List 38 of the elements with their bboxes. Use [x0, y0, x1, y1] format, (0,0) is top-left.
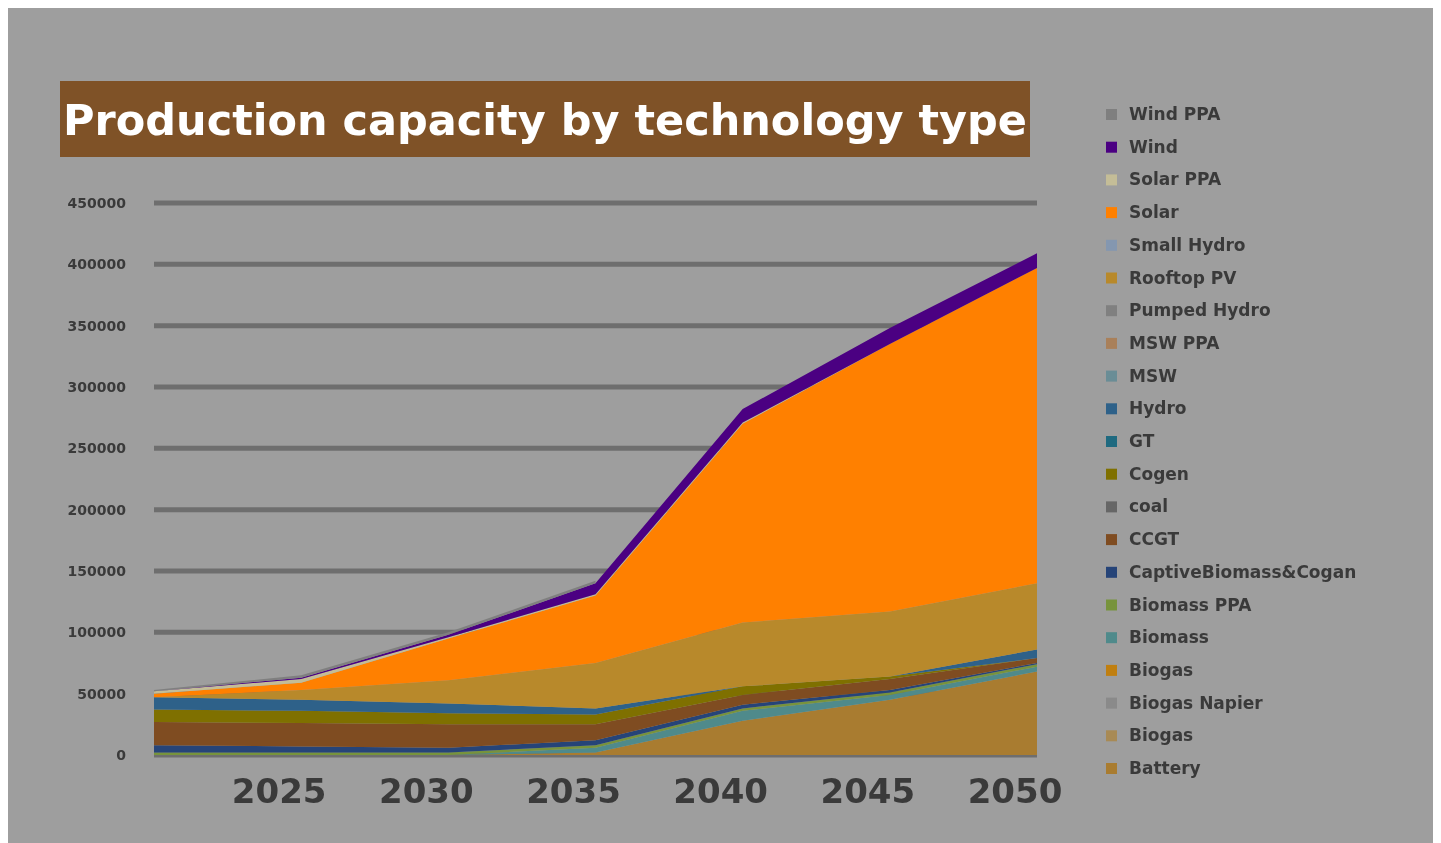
legend-label: CaptiveBiomass&Cogan	[1129, 561, 1357, 582]
x-tick-label: 2040	[673, 771, 768, 811]
chart-title: Production capacity by technology type	[63, 95, 1027, 145]
legend-label: MSW PPA	[1129, 332, 1221, 353]
legend-label: Biomass	[1129, 627, 1209, 648]
legend-label: CCGT	[1129, 529, 1180, 550]
legend-label: Solar PPA	[1129, 169, 1222, 190]
legend-label: coal	[1129, 496, 1169, 517]
legend-label: Wind	[1129, 136, 1178, 157]
y-tick-label: 250000	[67, 440, 127, 457]
y-tick-label: 400000	[67, 256, 127, 273]
y-tick-label: 350000	[67, 317, 127, 334]
legend-label: Solar	[1129, 202, 1180, 223]
x-tick-label: 2025	[231, 771, 327, 811]
legend-label: MSW	[1129, 365, 1178, 386]
legend-label: Biogas	[1129, 725, 1194, 746]
legend-label: Cogen	[1129, 463, 1189, 484]
legend-label: Hydro	[1129, 398, 1187, 419]
legend-label: Biomass PPA	[1129, 594, 1253, 615]
y-tick-label: 150000	[67, 563, 127, 579]
legend-label: Battery	[1129, 758, 1201, 778]
y-tick-label: 300000	[67, 379, 127, 395]
x-tick-label: 2035	[526, 771, 621, 811]
legend-label: Biogas	[1129, 659, 1194, 680]
x-tick-label: 2030	[379, 771, 474, 811]
legend-label: Biogas Napier	[1129, 692, 1264, 713]
legend-label: Small Hydro	[1129, 234, 1246, 255]
legend-label: Wind PPA	[1129, 104, 1222, 124]
x-tick-label: 2050	[967, 771, 1063, 811]
y-tick-label: 200000	[67, 501, 127, 518]
legend-label: GT	[1129, 431, 1155, 451]
y-tick-label: 0	[116, 747, 127, 763]
x-tick-label: 2045	[820, 771, 916, 811]
y-tick-label: 50000	[77, 685, 127, 702]
legend-label: Pumped Hydro	[1129, 300, 1271, 321]
y-tick-label: 100000	[67, 624, 127, 641]
legend-label: Rooftop PV	[1129, 267, 1238, 288]
y-tick-label: 450000	[67, 195, 127, 211]
